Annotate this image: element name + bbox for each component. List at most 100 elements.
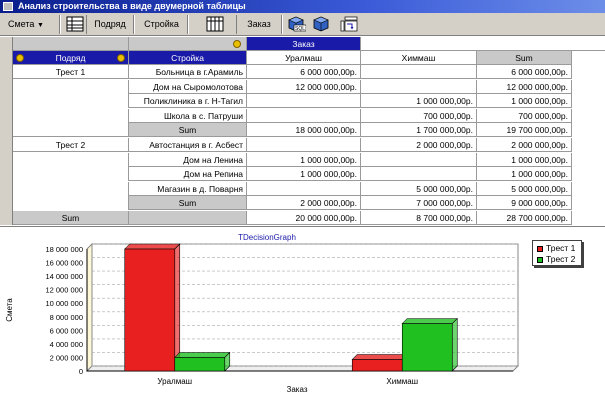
uralmash-cell — [247, 181, 361, 196]
legend-item-trest2: Трест 2 — [537, 254, 575, 264]
stroyka-cell: Школа в с. Патруши — [129, 108, 247, 123]
bar — [174, 357, 226, 372]
podryad-cell: Sum — [13, 211, 129, 225]
cube-sql-icon[interactable]: SQL — [286, 16, 306, 32]
y-tick-label: 8 000 000 — [50, 313, 83, 322]
podryad-cell — [13, 152, 129, 167]
y-axis-label: Смета — [5, 298, 14, 322]
x-tick-label: Химмаш — [386, 377, 418, 386]
sum-cell: 1 000 000,00р. — [477, 152, 572, 167]
y-tick-label: 10 000 000 — [45, 299, 83, 308]
x-tick-label: Уралмаш — [157, 377, 192, 386]
himmash-cell: 7 000 000,00р. — [361, 196, 477, 211]
expand-dot-icon[interactable] — [117, 54, 125, 62]
zakaz-dimension-header[interactable]: Заказ — [247, 37, 361, 51]
legend-label: Трест 1 — [546, 243, 576, 253]
uralmash-header-label: Уралмаш — [285, 53, 322, 63]
stroyka-cell: Дом на Ленина — [129, 152, 247, 167]
himmash-cell: 2 000 000,00р. — [361, 138, 477, 152]
legend-swatch — [537, 256, 543, 263]
smeta-dropdown[interactable]: Смета ▼ — [4, 15, 60, 34]
y-tick-label: 16 000 000 — [45, 259, 83, 268]
y-tick-label: 2 000 000 — [50, 353, 83, 362]
sum-cell: 5 000 000,00р. — [477, 181, 572, 196]
uralmash-cell: 18 000 000,00р. — [247, 123, 361, 138]
y-tick-label: 12 000 000 — [45, 286, 83, 295]
sum-cell: 700 000,00р. — [477, 108, 572, 123]
chevron-down-icon: ▼ — [36, 22, 44, 29]
bar-top — [401, 318, 458, 324]
podryad-cell: Трест 1 — [13, 65, 129, 79]
zakaz-label: Заказ — [247, 19, 271, 29]
uralmash-cell — [247, 108, 361, 123]
bar — [124, 248, 176, 372]
uralmash-cell: 1 000 000,00р. — [247, 167, 361, 182]
himmash-column-header: Химмаш — [361, 51, 477, 65]
uralmash-cell — [247, 138, 361, 152]
stroyka-cell: Sum — [129, 196, 247, 211]
stroyka-cell: Sum — [129, 123, 247, 138]
podryad-dimension-header[interactable]: Подряд — [13, 51, 129, 65]
sum-cell: 1 000 000,00р. — [477, 94, 572, 109]
zakaz-button[interactable]: Заказ — [236, 15, 282, 34]
himmash-header-label: Химмаш — [401, 53, 436, 63]
stroyka-dimension-header[interactable]: Стройка — [129, 51, 247, 65]
bar-top — [351, 354, 408, 360]
uralmash-cell: 12 000 000,00р. — [247, 79, 361, 94]
uralmash-cell: 1 000 000,00р. — [247, 152, 361, 167]
podryad-button[interactable]: Подряд — [86, 15, 134, 34]
chart-legend: Трест 1 Трест 2 — [532, 240, 582, 266]
row-indicator-column — [0, 37, 13, 225]
podryad-header-label: Подряд — [55, 53, 86, 63]
bar-top — [174, 352, 231, 358]
window-titlebar: Анализ строительства в виде двумерной та… — [0, 0, 605, 13]
podryad-cell — [13, 167, 129, 182]
decision-grid: Заказ Подряд Стройка Уралмаш Химмаш Sum … — [0, 37, 605, 225]
himmash-cell — [361, 167, 477, 182]
bar — [401, 323, 453, 372]
cube-icon[interactable] — [312, 16, 330, 32]
stroyka-button[interactable]: Стройка — [136, 15, 188, 34]
uralmash-cell: 2 000 000,00р. — [247, 196, 361, 211]
toolbar: Смета ▼ Подряд Стройка Заказ SQL — [0, 13, 605, 36]
podryad-cell — [13, 79, 129, 94]
chart-title: TDecisionGraph — [238, 233, 296, 242]
grid-corner-cell — [129, 37, 247, 51]
bar-chart: TDecisionGraph 0 2 000 000 4 000 000 6 000 0… — [5, 233, 520, 394]
zakaz-header-label: Заказ — [292, 39, 315, 49]
sum-cell: 19 700 000,00р. — [477, 123, 572, 138]
stroyka-cell: Поликлиника в г. Н-Тагил — [129, 94, 247, 109]
himmash-cell — [361, 65, 477, 79]
decision-graph: TDecisionGraph 0 2 000 000 4 000 000 6 000 0… — [0, 226, 605, 405]
stroyka-cell: Магазин в д. Поварня — [129, 181, 247, 196]
himmash-cell — [361, 152, 477, 167]
himmash-cell: 5 000 000,00р. — [361, 181, 477, 196]
grid-corner-cell — [13, 37, 129, 51]
y-tick-label: 14 000 000 — [45, 272, 83, 281]
himmash-cell: 1 700 000,00р. — [361, 123, 477, 138]
expand-dot-icon[interactable] — [16, 54, 24, 62]
bar-side — [451, 317, 458, 372]
expand-dot-icon[interactable] — [233, 40, 241, 48]
sum-cell: 2 000 000,00р. — [477, 138, 572, 152]
sum-cell: 1 000 000,00р. — [477, 167, 572, 182]
legend-item-trest1: Трест 1 — [537, 243, 575, 253]
stroyka-cell: Автостанция в г. Асбест — [129, 138, 247, 152]
stroyka-header-label: Стройка — [171, 53, 204, 63]
podryad-label: Подряд — [94, 19, 126, 29]
table-icon[interactable] — [66, 16, 84, 32]
bar — [351, 359, 403, 372]
legend-label: Трест 2 — [546, 254, 576, 264]
sum-header-label: Sum — [515, 53, 533, 63]
podryad-cell — [13, 196, 129, 211]
podryad-cell: Трест 2 — [13, 138, 129, 152]
stroyka-cell: Дом на Сыромолотова — [129, 79, 247, 94]
app-icon — [3, 2, 13, 11]
uralmash-cell: 6 000 000,00р. — [247, 65, 361, 79]
smeta-label: Смета — [8, 19, 35, 29]
table-icon[interactable] — [206, 16, 224, 32]
pivot-icon[interactable] — [340, 16, 358, 32]
stroyka-cell — [129, 211, 247, 225]
stroyka-cell: Больница в г.Арамиль — [129, 65, 247, 79]
bar-top — [124, 243, 181, 250]
